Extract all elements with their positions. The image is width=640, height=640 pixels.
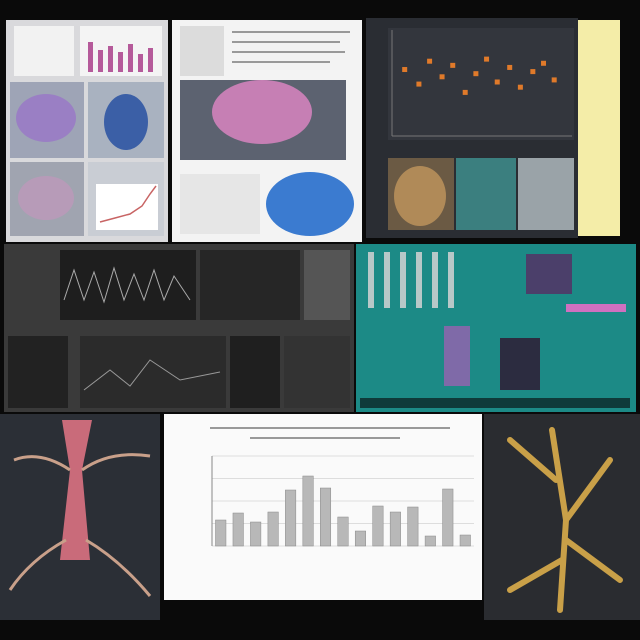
vessel: [60, 420, 92, 560]
bar: [389, 511, 401, 547]
bar: [354, 530, 366, 547]
panel-top-right: [366, 18, 620, 238]
bar: [407, 506, 419, 547]
bar: [267, 511, 279, 547]
point: [427, 58, 433, 64]
label-bar: [566, 304, 626, 312]
point: [416, 81, 422, 87]
stripes: [368, 252, 454, 308]
panel-bottom-left: [0, 414, 160, 620]
cell: [18, 176, 74, 220]
point: [551, 77, 557, 83]
tree: [507, 427, 623, 613]
point: [473, 71, 479, 77]
waveform: [83, 359, 221, 391]
blue-shape: [266, 172, 354, 236]
bar: [215, 519, 227, 547]
scatter-area: [388, 28, 574, 140]
waveform-box: [230, 336, 280, 408]
seed: [394, 166, 446, 226]
panel-bar-chart: [164, 414, 482, 600]
point: [450, 62, 456, 68]
bars: [211, 455, 474, 547]
panel-mid-left: [4, 244, 354, 412]
cell: [104, 94, 148, 150]
thumb: [14, 26, 74, 76]
bar: [302, 475, 314, 547]
point: [507, 64, 513, 70]
point: [494, 79, 500, 85]
table-box: [304, 250, 350, 320]
waveform: [63, 266, 191, 304]
yellow-strip: [578, 20, 620, 236]
thumb: [180, 26, 224, 76]
bar: [285, 489, 297, 547]
text-lines: [232, 31, 350, 63]
bar: [424, 535, 436, 547]
blob: [212, 80, 312, 144]
point: [541, 60, 547, 66]
waveform-box: [80, 336, 226, 408]
title-lines: [210, 427, 450, 439]
image: [456, 158, 516, 230]
image: [518, 158, 574, 230]
image: [444, 326, 470, 386]
mini-bars: [88, 42, 153, 72]
bar: [459, 534, 471, 547]
waveform-box: [8, 336, 68, 408]
point: [484, 56, 490, 62]
bar: [442, 488, 454, 547]
cell: [16, 94, 76, 142]
mini-line: [99, 185, 157, 223]
panel-bg: [356, 244, 636, 412]
panel-top-middle: [172, 20, 362, 242]
point: [402, 67, 408, 73]
bar: [337, 516, 349, 547]
scatter-points: [402, 56, 557, 95]
point: [439, 74, 445, 80]
point: [530, 69, 536, 75]
waveform-box: [60, 250, 196, 320]
image: [500, 338, 540, 390]
panel-bottom-right: [484, 414, 640, 620]
point: [462, 89, 468, 95]
image: [526, 254, 572, 294]
waveform-box: [284, 336, 350, 408]
mini-chart: [180, 174, 260, 234]
footer-strip: [360, 398, 630, 408]
bar: [372, 505, 384, 547]
mini-chart: [96, 184, 158, 230]
point: [517, 84, 523, 90]
waveform-box: [200, 250, 300, 320]
bar: [232, 512, 244, 547]
panel-mid-right: [356, 244, 636, 412]
panel-top-left: [6, 20, 168, 242]
branches: [8, 453, 152, 597]
bar: [320, 487, 332, 547]
bar: [250, 521, 262, 547]
